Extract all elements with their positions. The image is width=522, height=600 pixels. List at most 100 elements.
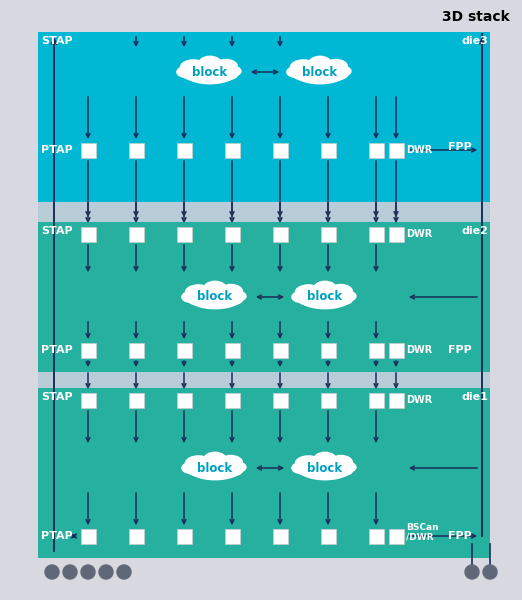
Bar bbox=[38, 32, 430, 202]
Text: block: block bbox=[193, 65, 228, 79]
Bar bbox=[80, 142, 96, 157]
Ellipse shape bbox=[185, 455, 212, 471]
Circle shape bbox=[45, 565, 59, 579]
Ellipse shape bbox=[198, 56, 222, 73]
Bar bbox=[272, 529, 288, 544]
Ellipse shape bbox=[339, 461, 357, 473]
Text: die3: die3 bbox=[461, 36, 488, 46]
Ellipse shape bbox=[219, 284, 243, 299]
Text: PTAP: PTAP bbox=[41, 145, 73, 155]
Bar bbox=[176, 226, 192, 241]
Bar bbox=[388, 392, 404, 407]
Ellipse shape bbox=[297, 464, 353, 479]
Ellipse shape bbox=[189, 460, 241, 481]
Ellipse shape bbox=[291, 462, 310, 474]
Bar bbox=[272, 226, 288, 241]
Bar bbox=[272, 343, 288, 358]
Bar bbox=[80, 529, 96, 544]
Bar bbox=[430, 388, 490, 558]
Ellipse shape bbox=[292, 68, 348, 83]
Text: die1: die1 bbox=[461, 392, 488, 402]
Ellipse shape bbox=[203, 452, 227, 469]
Bar bbox=[128, 226, 144, 241]
Bar bbox=[176, 142, 192, 157]
Bar bbox=[128, 343, 144, 358]
Ellipse shape bbox=[324, 59, 348, 74]
Bar bbox=[38, 388, 430, 558]
Ellipse shape bbox=[229, 290, 247, 302]
Circle shape bbox=[465, 565, 479, 579]
Bar bbox=[388, 529, 404, 544]
Circle shape bbox=[117, 565, 131, 579]
Circle shape bbox=[99, 565, 113, 579]
Ellipse shape bbox=[185, 284, 212, 300]
Text: DWR: DWR bbox=[406, 345, 432, 355]
Ellipse shape bbox=[213, 59, 238, 74]
Ellipse shape bbox=[286, 66, 305, 78]
Bar bbox=[321, 142, 336, 157]
Ellipse shape bbox=[295, 284, 322, 300]
Bar bbox=[80, 226, 96, 241]
Ellipse shape bbox=[187, 293, 243, 308]
Ellipse shape bbox=[176, 66, 195, 78]
Bar bbox=[388, 142, 404, 157]
Bar bbox=[272, 142, 288, 157]
Ellipse shape bbox=[294, 64, 346, 85]
Ellipse shape bbox=[181, 462, 200, 474]
Ellipse shape bbox=[313, 452, 337, 469]
Text: block: block bbox=[307, 290, 342, 304]
Text: DWR: DWR bbox=[406, 395, 432, 405]
Text: PTAP: PTAP bbox=[41, 345, 73, 355]
Ellipse shape bbox=[229, 461, 247, 473]
Text: die2: die2 bbox=[461, 226, 488, 236]
Ellipse shape bbox=[339, 290, 357, 302]
Bar bbox=[388, 226, 404, 241]
Bar bbox=[369, 142, 384, 157]
Bar bbox=[369, 226, 384, 241]
Ellipse shape bbox=[291, 291, 310, 303]
Ellipse shape bbox=[203, 281, 227, 298]
Text: FPP: FPP bbox=[448, 142, 472, 152]
Circle shape bbox=[63, 565, 77, 579]
Circle shape bbox=[81, 565, 95, 579]
Ellipse shape bbox=[182, 68, 238, 83]
Bar bbox=[224, 226, 240, 241]
Bar bbox=[38, 372, 490, 388]
Ellipse shape bbox=[329, 455, 353, 470]
Bar bbox=[272, 392, 288, 407]
Text: BSCan
/DWR: BSCan /DWR bbox=[406, 523, 438, 541]
Bar bbox=[176, 392, 192, 407]
Bar bbox=[224, 529, 240, 544]
Text: 3D stack: 3D stack bbox=[442, 10, 510, 24]
Bar bbox=[321, 343, 336, 358]
Text: STAP: STAP bbox=[41, 392, 73, 402]
Text: block: block bbox=[197, 290, 233, 304]
Bar bbox=[321, 392, 336, 407]
Ellipse shape bbox=[308, 56, 332, 73]
Ellipse shape bbox=[299, 289, 351, 310]
Bar bbox=[224, 343, 240, 358]
Bar bbox=[128, 142, 144, 157]
Text: STAP: STAP bbox=[41, 226, 73, 236]
Ellipse shape bbox=[313, 281, 337, 298]
Bar bbox=[369, 529, 384, 544]
Text: STAP: STAP bbox=[41, 36, 73, 46]
Bar bbox=[224, 392, 240, 407]
Bar bbox=[128, 392, 144, 407]
Bar bbox=[369, 343, 384, 358]
Ellipse shape bbox=[187, 464, 243, 479]
Bar bbox=[80, 392, 96, 407]
Ellipse shape bbox=[180, 59, 207, 75]
Bar bbox=[80, 343, 96, 358]
Text: block: block bbox=[307, 461, 342, 475]
Text: DWR: DWR bbox=[406, 229, 432, 239]
Ellipse shape bbox=[290, 59, 317, 75]
Text: FPP: FPP bbox=[448, 531, 472, 541]
Bar bbox=[369, 392, 384, 407]
Text: DWR: DWR bbox=[406, 145, 432, 155]
Ellipse shape bbox=[295, 455, 322, 471]
Text: PTAP: PTAP bbox=[41, 531, 73, 541]
Bar bbox=[430, 222, 490, 372]
Text: block: block bbox=[302, 65, 338, 79]
Bar bbox=[38, 202, 490, 222]
